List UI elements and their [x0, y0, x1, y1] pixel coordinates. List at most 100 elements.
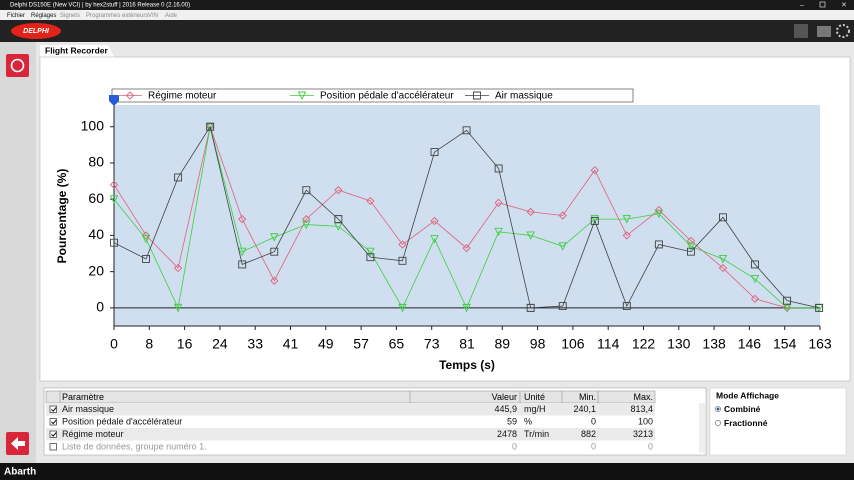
maximize-button[interactable] [819, 1, 826, 8]
data-point [462, 303, 471, 313]
window-title: Delphi DS150E (New VCI) | by hex2stuff |… [10, 3, 190, 9]
data-point [783, 296, 792, 305]
back-arrow [11, 437, 25, 450]
y-tick-label: 0 [96, 299, 104, 315]
x-tick-label: 154 [773, 336, 797, 352]
checkbox[interactable] [49, 418, 57, 426]
series-line [113, 125, 820, 309]
data-point [526, 207, 535, 217]
data-point [270, 247, 279, 256]
column-header[interactable]: Unité [524, 392, 545, 402]
menu-item[interactable]: Aide [165, 13, 178, 19]
table-row[interactable] [46, 428, 655, 441]
cursor-marker[interactable] [109, 95, 119, 106]
mode-title: Mode Affichage [716, 390, 779, 400]
x-tick-label: 73 [424, 336, 440, 352]
column-header[interactable]: Max. [633, 392, 653, 402]
table-cell: Régime moteur [62, 429, 124, 439]
radio-label[interactable]: Combiné [724, 404, 761, 414]
data-point [526, 303, 535, 312]
menu-item[interactable]: Programmes extérieurs [86, 13, 148, 19]
flight-recorder-button[interactable] [6, 54, 29, 77]
radio-dot [716, 407, 720, 411]
folder-icon[interactable] [817, 26, 831, 37]
data-point [238, 214, 247, 224]
table-row[interactable] [46, 415, 655, 429]
table-row[interactable] [46, 403, 655, 416]
x-tick-label: 16 [177, 336, 193, 352]
data-point [494, 198, 503, 207]
menu-item[interactable]: Signets [60, 13, 80, 19]
table-cell: Liste de données, groupe numéro 1. [62, 442, 207, 452]
table-cell: 0 [591, 417, 596, 427]
data-point [110, 238, 118, 247]
obd-icon[interactable] [794, 24, 808, 38]
table-cell: 882 [581, 429, 596, 439]
data-point [718, 263, 728, 273]
data-point [558, 302, 567, 311]
data-point [109, 195, 119, 204]
table-cell: mg/H [524, 404, 546, 414]
minimize-button[interactable]: – [800, 2, 804, 9]
mode-box [709, 387, 847, 456]
data-point [270, 233, 279, 242]
legend-marker [125, 91, 135, 100]
radio[interactable] [715, 420, 721, 426]
radio-label[interactable]: Fractionné [724, 418, 768, 428]
data-point [430, 148, 439, 157]
table-row[interactable] [46, 440, 655, 454]
x-tick-label: 146 [738, 336, 762, 352]
x-tick-label: 81 [459, 336, 475, 352]
x-axis-label: Temps (s) [439, 358, 495, 372]
x-tick-label: 122 [632, 336, 656, 352]
table-cell: Tr/min [524, 429, 549, 439]
checkbox[interactable] [49, 405, 57, 413]
column-header[interactable]: Valeur [492, 392, 517, 402]
checkbox[interactable] [49, 443, 57, 451]
y-tick-label: 20 [88, 262, 104, 278]
data-point [109, 180, 119, 189]
data-point [622, 215, 632, 224]
menu-item[interactable]: VIN [148, 13, 158, 19]
data-point [462, 126, 471, 135]
data-point [654, 209, 664, 219]
table-cell: 445,9 [494, 404, 517, 414]
close-button[interactable]: ✕ [841, 2, 847, 9]
status-bar [0, 463, 854, 480]
data-point [686, 236, 696, 245]
data-point [173, 303, 183, 313]
y-axis-label: Pourcentage (%) [55, 169, 69, 264]
x-tick-label: 98 [530, 336, 546, 352]
data-point [686, 242, 696, 251]
data-point [302, 214, 311, 224]
x-tick-label: 41 [283, 336, 299, 352]
data-point [366, 253, 375, 262]
x-tick-label: 138 [702, 336, 726, 352]
checkbox[interactable] [49, 430, 57, 438]
table-cell: Position pédale d'accélérateur [62, 417, 182, 427]
data-point [302, 186, 311, 195]
data-point [622, 302, 631, 311]
table-header [45, 390, 656, 404]
data-point [334, 215, 343, 224]
data-point [526, 231, 535, 240]
x-tick-label: 130 [667, 336, 691, 352]
data-point [334, 186, 343, 195]
column-header[interactable]: Paramètre [62, 392, 104, 402]
y-tick-label: 80 [88, 154, 104, 170]
table-cell: 0 [648, 442, 653, 452]
table-cell: 100 [638, 417, 653, 427]
x-tick-label: 106 [561, 336, 585, 352]
menu-bar [0, 10, 854, 20]
column-header[interactable]: Min. [579, 392, 596, 402]
menu-item[interactable]: Réglages [31, 13, 56, 19]
legend-marker [473, 91, 481, 100]
logo: DELPHI [23, 28, 50, 35]
title-bar [0, 0, 854, 10]
data-point [558, 211, 567, 220]
data-point [398, 256, 407, 265]
menu-item[interactable]: Fichier [7, 13, 25, 19]
table-cell: 0 [591, 442, 596, 452]
x-tick-label: 163 [808, 336, 832, 352]
